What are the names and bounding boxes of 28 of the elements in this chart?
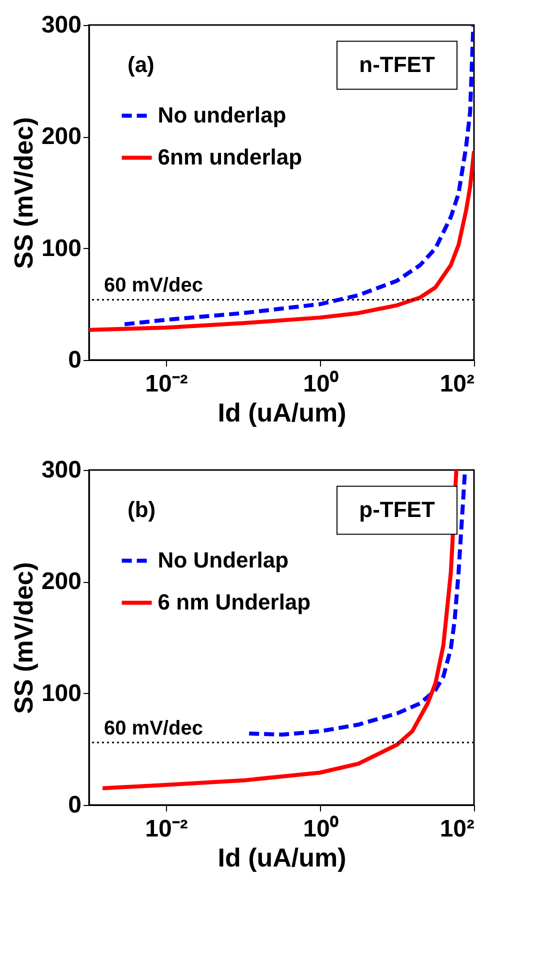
y-tick-label: 200	[41, 568, 82, 596]
x-tick-label: 10⁻²	[145, 370, 188, 398]
y-tick-label: 100	[41, 234, 82, 262]
x-tick-label: 10⁰	[303, 370, 339, 398]
y-tick-label: 0	[68, 346, 82, 374]
y-axis-title: SS (mV/dec)	[8, 562, 38, 714]
x-tick-label: 10²	[440, 370, 475, 398]
x-axis-title: Id (uA/um)	[218, 842, 346, 872]
annotation: p-TFET	[359, 497, 436, 522]
x-tick-label: 10²	[440, 816, 475, 842]
y-tick-label: 300	[41, 12, 82, 38]
y-tick-label: 100	[41, 680, 82, 707]
annotation: (b)	[128, 497, 156, 522]
x-axis-title: Id (uA/um)	[218, 398, 346, 428]
x-tick-label: 10⁰	[303, 816, 339, 842]
legend-label: No Underlap	[158, 548, 289, 573]
annotation: (a)	[128, 52, 154, 78]
y-tick-label: 300	[41, 456, 82, 484]
x-tick-label: 10⁻²	[145, 816, 188, 842]
annotation: n-TFET	[359, 52, 436, 78]
legend-label: 6 nm Underlap	[158, 590, 311, 615]
y-tick-label: 200	[41, 123, 82, 150]
y-axis-title: SS (mV/dec)	[8, 117, 38, 269]
ref-line-label: 60 mV/dec	[104, 274, 203, 297]
legend-label: No underlap	[158, 102, 286, 128]
y-tick-label: 0	[68, 792, 82, 818]
ref-line-label: 60 mV/dec	[104, 717, 203, 740]
legend-label: 6nm underlap	[158, 144, 302, 170]
